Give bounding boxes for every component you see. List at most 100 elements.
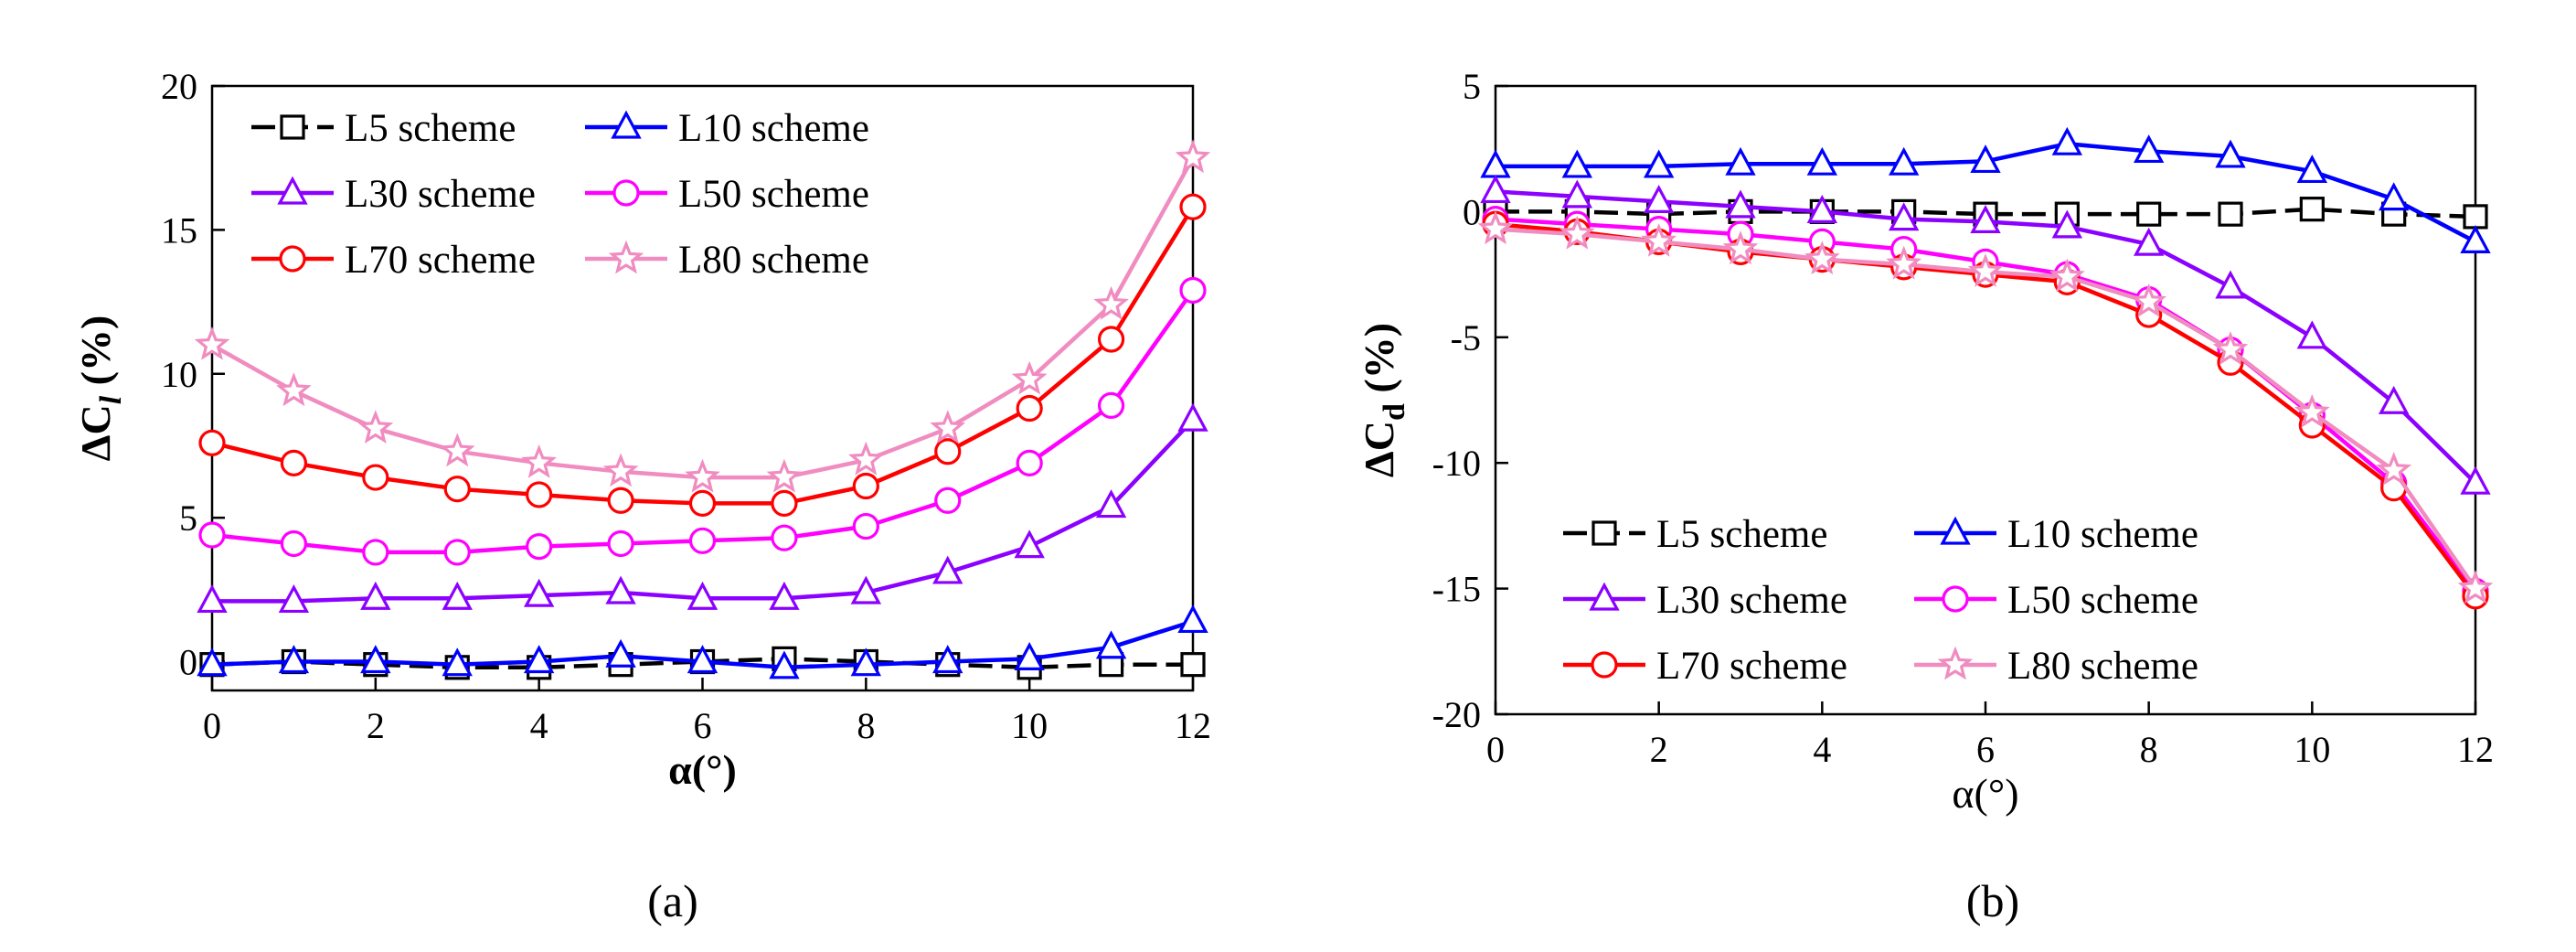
panel-a-y-tick-label: 10	[161, 354, 197, 395]
panel-a-data-point-l70-scheme	[526, 481, 553, 508]
panel-a-series-l50-scheme	[198, 276, 1207, 566]
panel-b-y-tick-label: -15	[1432, 569, 1481, 610]
panel-a-legend-marker-l50-scheme	[612, 179, 640, 207]
panel-a-series-l10-scheme	[197, 604, 1208, 679]
panel-b-data-point-l80-scheme	[2049, 258, 2085, 293]
panel-a-data-point-l80-scheme	[1093, 285, 1129, 320]
panel-b-y-axis-title: ΔCd (%)	[1356, 323, 1411, 477]
panel-b-data-point-l30-scheme	[1643, 185, 1675, 214]
panel-b-y-axis-title-main: ΔC	[1356, 421, 1402, 477]
panel-a-x-tick-label: 4	[530, 705, 548, 746]
panel-a-data-point-l10-scheme	[605, 638, 636, 668]
panel-b-legend-item-l30-scheme: L30 scheme	[1563, 579, 1847, 622]
panel-b-data-point-l30-scheme	[2460, 465, 2491, 495]
panel-a-data-point-l30-scheme	[523, 578, 555, 607]
panel-a-data-point-l50-scheme	[1016, 449, 1043, 476]
panel-a-data-point-l70-scheme	[280, 449, 308, 476]
panel-b-plot-frame	[1494, 84, 2477, 716]
panel-b-legend-item-l70-scheme: L70 scheme	[1563, 645, 1847, 688]
panel-a-legend-label: L70 scheme	[345, 239, 536, 282]
panel-b-data-point-l80-scheme	[2131, 283, 2167, 317]
panel-a-y-tick-label: 20	[161, 66, 197, 107]
panel-a-series-l30-scheme	[197, 402, 1208, 614]
panel-b-data-point-l80-scheme	[1641, 223, 1677, 257]
panel-a-data-point-l50-scheme	[852, 512, 879, 540]
panel-a-x-tick-label: 8	[857, 705, 875, 746]
panel-a-x-tick-label: 12	[1175, 705, 1211, 746]
panel-b-data-point-l30-scheme	[1806, 195, 1838, 223]
panel-a-legend: L5 scheme L10 scheme L30 scheme L50 scheme L…	[251, 107, 869, 282]
panel-a-data-point-l30-scheme	[850, 575, 882, 604]
panel-a-data-point-l10-scheme	[1014, 642, 1045, 670]
panel-a-data-point-l50-scheme	[443, 539, 471, 566]
panel-b-series-l10-scheme	[1480, 126, 2491, 253]
caption-a: (a)	[647, 875, 698, 926]
panel-a-legend-marker-l10-scheme	[611, 110, 642, 139]
panel-a-data-point-l70-scheme	[607, 487, 634, 514]
panel-a-data-point-l70-scheme	[1016, 394, 1043, 423]
panel-b-data-point-l30-scheme	[1480, 175, 1511, 204]
panel-a-data-point-l80-scheme	[1011, 360, 1048, 395]
panel-b-legend-marker-l10-scheme	[1940, 516, 1971, 545]
panel-b-legend-marker-l30-scheme	[1589, 582, 1620, 611]
panel-b-legend-label: L50 scheme	[2007, 579, 2198, 622]
panel-a-data-point-l50-scheme	[280, 529, 308, 558]
panel-a-x-tick-label: 10	[1011, 705, 1048, 746]
panel-a-data-point-l80-scheme	[685, 458, 720, 493]
panel-b-y-tick-label: -5	[1451, 317, 1481, 358]
panel-a-data-point-l80-scheme	[357, 410, 394, 444]
panel-a-data-point-l10-scheme	[442, 647, 473, 677]
panel-b-data-point-l80-scheme	[1886, 245, 1921, 280]
panel-b-data-point-l5-scheme	[2218, 201, 2243, 227]
panel-b-legend-item-l80-scheme: L80 scheme	[1914, 645, 2198, 688]
panel-a-chart: 0 2 4 6 8 10 12 0 5 10 15 20 α(°) ΔCl (%) L5 scheme L10…	[72, 66, 1211, 793]
panel-b-data-point-l80-scheme	[1722, 230, 1759, 265]
panel-b-data-point-l5-scheme	[2136, 201, 2162, 227]
panel-a-data-point-l10-scheme	[769, 650, 800, 679]
panel-a-y-tick-label: 5	[179, 497, 197, 539]
panel-a-data-point-l80-scheme	[521, 444, 558, 478]
panel-a-x-tick-label: 0	[203, 705, 221, 746]
panel-a-data-point-l10-scheme	[687, 645, 719, 674]
panel-a-legend-item-l5-scheme: L5 scheme	[251, 107, 516, 150]
panel-b-legend-item-l50-scheme: L50 scheme	[1914, 579, 2198, 622]
panel-a-data-point-l70-scheme	[688, 489, 717, 518]
panel-a-y-tick-label: 0	[179, 642, 197, 683]
panel-a-data-point-l30-scheme	[605, 575, 636, 604]
panel-a-legend-item-l30-scheme: L30 scheme	[251, 173, 536, 216]
panel-b-data-point-l10-scheme	[1561, 149, 1593, 178]
panel-b-legend-marker-l50-scheme	[1942, 585, 1969, 613]
panel-a-legend-label: L30 scheme	[345, 173, 536, 216]
panel-a-data-point-l80-scheme	[194, 326, 230, 360]
panel-b-data-point-l80-scheme	[2457, 570, 2494, 604]
panel-a-data-point-l50-scheme	[771, 524, 798, 551]
panel-a-data-point-l30-scheme	[1177, 402, 1208, 432]
panel-b-legend-item-l10-scheme: L10 scheme	[1914, 513, 2198, 556]
panel-b-data-point-l10-scheme	[1970, 144, 2001, 174]
panel-b-data-point-l10-scheme	[1725, 146, 1756, 176]
panel-a-data-point-l50-scheme	[934, 487, 962, 514]
panel-b-series-l30-scheme	[1480, 175, 2491, 495]
panel-b-data-point-l5-scheme	[2299, 197, 2325, 222]
panel-b-y-axis-title-unit: (%)	[1356, 323, 1402, 403]
panel-a-data-point-l10-scheme	[523, 645, 555, 674]
panel-b-x-tick-label: 0	[1486, 729, 1505, 770]
panel-a-legend-label: L5 scheme	[345, 107, 516, 150]
panel-b-x-tick-label: 2	[1650, 729, 1668, 770]
panel-b-data-point-l10-scheme	[1806, 146, 1838, 176]
panel-b-y-tick-label: 0	[1463, 191, 1481, 232]
panel-b-y-tick-label: -10	[1432, 443, 1481, 484]
panel-a-data-point-l70-scheme	[198, 429, 226, 456]
panel-a-data-point-l30-scheme	[278, 584, 310, 614]
panel-b-legend-marker-l70-scheme	[1591, 651, 1618, 679]
panel-b-data-point-l30-scheme	[2133, 227, 2165, 256]
panel-b-data-point-l10-scheme	[2051, 126, 2083, 155]
panel-a-data-point-l50-scheme	[526, 533, 553, 561]
panel-a-series-l70-scheme	[198, 193, 1207, 518]
panel-b-legend-label: L30 scheme	[1656, 579, 1847, 622]
panel-a-data-point-l70-scheme	[1097, 326, 1125, 353]
panel-b-legend-item-l5-scheme: L5 scheme	[1563, 513, 1827, 556]
panel-b-data-point-l10-scheme	[2460, 225, 2491, 253]
panel-a-data-point-l70-scheme	[362, 464, 389, 491]
panel-a-data-point-l70-scheme	[771, 489, 798, 518]
